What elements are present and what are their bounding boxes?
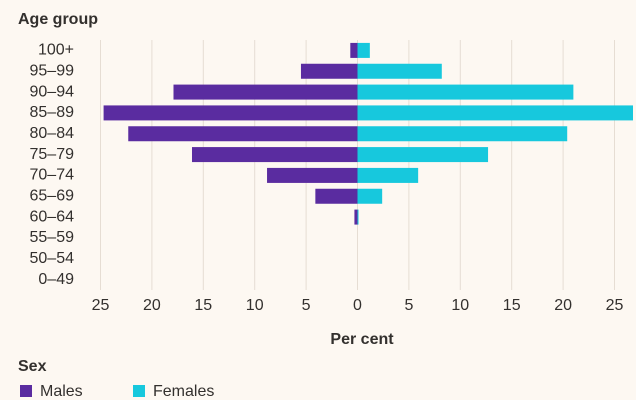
y-tick-label: 65–69 bbox=[30, 187, 75, 204]
bar bbox=[357, 84, 574, 100]
bar bbox=[357, 167, 419, 183]
legend-label: Females bbox=[153, 383, 214, 400]
bar bbox=[315, 188, 358, 204]
y-tick-label: 0–49 bbox=[38, 271, 74, 288]
y-tick-label: 90–94 bbox=[30, 83, 75, 100]
x-axis-title: Per cent bbox=[330, 331, 394, 348]
bar bbox=[357, 209, 359, 225]
bar bbox=[128, 126, 358, 142]
bar bbox=[357, 147, 489, 163]
legend-title: Sex bbox=[18, 358, 47, 375]
bar bbox=[300, 63, 358, 79]
y-tick-label: 70–74 bbox=[30, 167, 75, 184]
y-tick-label: 85–89 bbox=[30, 104, 75, 121]
x-tick-label: 25 bbox=[606, 297, 624, 314]
bar bbox=[357, 105, 633, 121]
bar bbox=[173, 84, 358, 100]
bar bbox=[357, 126, 568, 142]
bar bbox=[357, 63, 442, 79]
y-tick-label: 55–59 bbox=[30, 229, 75, 246]
legend-label: Males bbox=[40, 383, 83, 400]
x-tick-label: 10 bbox=[451, 297, 469, 314]
x-tick-label: 20 bbox=[554, 297, 572, 314]
legend-swatch bbox=[133, 385, 145, 397]
bar bbox=[357, 188, 383, 204]
x-tick-label: 25 bbox=[92, 297, 110, 314]
y-tick-label: 95–99 bbox=[30, 62, 75, 79]
bar bbox=[191, 147, 358, 163]
bar bbox=[357, 42, 370, 58]
bar bbox=[350, 42, 358, 58]
y-tick-label: 50–54 bbox=[30, 250, 75, 267]
x-tick-label: 20 bbox=[143, 297, 161, 314]
y-tick-label: 75–79 bbox=[30, 146, 75, 163]
x-tick-label: 15 bbox=[503, 297, 521, 314]
y-tick-label: 80–84 bbox=[30, 125, 75, 142]
bar bbox=[354, 209, 358, 225]
y-axis-title: Age group bbox=[18, 11, 98, 28]
x-tick-label: 15 bbox=[194, 297, 212, 314]
y-tick-label: 60–64 bbox=[30, 208, 75, 225]
y-tick-label: 100+ bbox=[38, 42, 74, 59]
x-tick-label: 10 bbox=[246, 297, 264, 314]
x-tick-label: 5 bbox=[404, 297, 413, 314]
x-tick-label: 5 bbox=[302, 297, 311, 314]
legend-swatch bbox=[20, 385, 32, 397]
x-tick-label: 0 bbox=[353, 297, 362, 314]
bar bbox=[267, 167, 358, 183]
bar bbox=[103, 105, 358, 121]
